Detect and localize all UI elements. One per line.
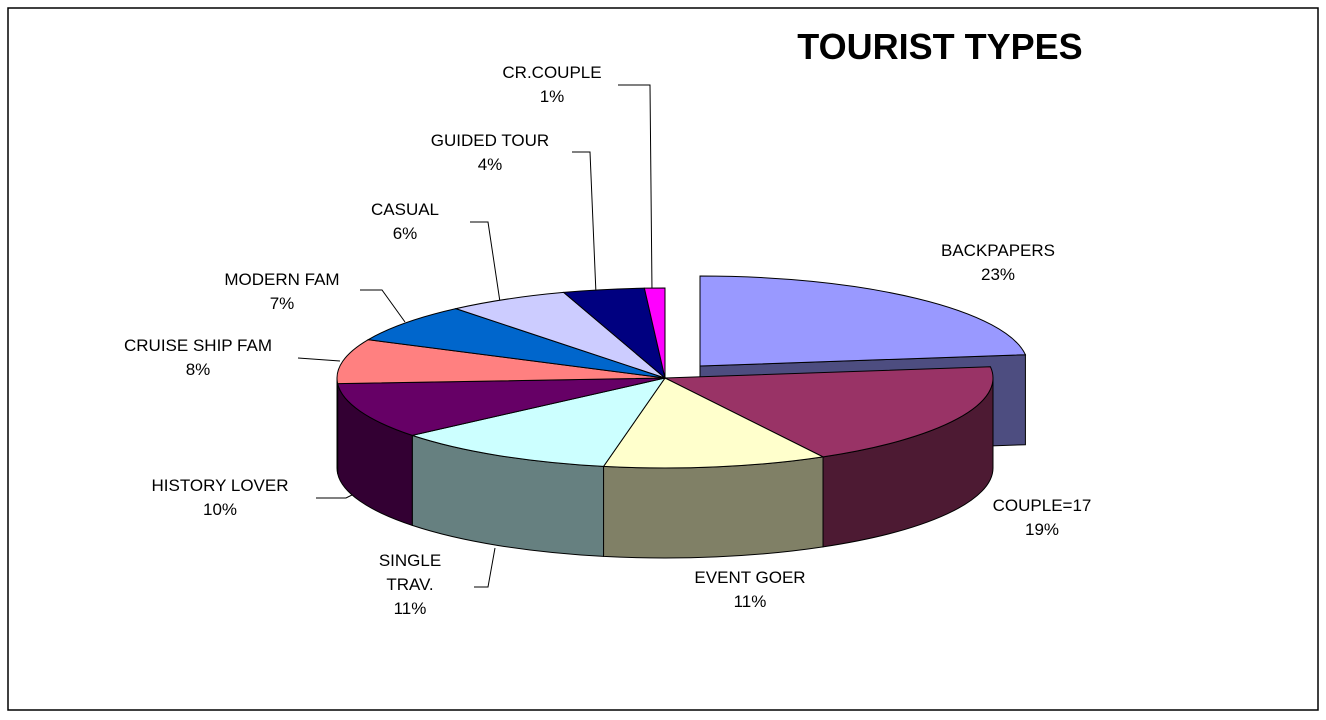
category-label: GUIDED TOUR	[430, 131, 550, 150]
value-label: 23%	[980, 265, 1016, 284]
slice	[337, 377, 666, 436]
slice	[664, 366, 994, 458]
value-label: 4%	[477, 155, 503, 174]
value-label: 10%	[202, 500, 238, 519]
leader-line	[470, 221, 501, 303]
value-label: 8%	[185, 360, 211, 379]
leader-line	[572, 151, 597, 295]
data-label: CRUISE SHIP FAM 8%	[88, 334, 308, 382]
value-label: 11%	[393, 599, 427, 618]
pie-tops	[336, 275, 1027, 469]
category-label: CASUAL	[370, 200, 440, 219]
leader-line	[297, 357, 341, 362]
slice	[410, 377, 667, 467]
value-label: 19%	[1024, 520, 1060, 539]
value-label: 11%	[733, 592, 767, 611]
slice	[454, 291, 666, 379]
data-label: HISTORY LOVER 10%	[120, 474, 320, 522]
data-label: CR.COUPLE 1%	[452, 61, 652, 109]
category-label: SINGLE TRAV.	[378, 551, 442, 594]
data-label: GUIDED TOUR 4%	[390, 129, 590, 177]
category-label: COUPLE=17	[992, 496, 1092, 515]
data-label: EVENT GOER 11%	[650, 566, 850, 614]
slice	[699, 275, 1027, 367]
value-label: 1%	[539, 87, 565, 106]
leader-line	[474, 547, 496, 588]
category-label: HISTORY LOVER	[151, 476, 289, 495]
category-label: CRUISE SHIP FAM	[124, 336, 272, 355]
leader-line	[360, 289, 406, 323]
data-label: BACKPAPERS 23%	[898, 239, 1098, 287]
data-label: MODERN FAM 7%	[182, 268, 382, 316]
data-label: COUPLE=17 19%	[942, 494, 1142, 542]
category-label: BACKPAPERS	[940, 241, 1055, 260]
chart-title: TOURIST TYPES	[797, 26, 1083, 67]
value-label: 6%	[392, 224, 418, 243]
category-label: EVENT GOER	[694, 568, 806, 587]
data-label: CASUAL 6%	[305, 198, 505, 246]
slice	[366, 308, 666, 379]
data-label: SINGLE TRAV. 11%	[370, 549, 450, 621]
category-label: CR.COUPLE	[502, 63, 602, 82]
slice-wall	[336, 377, 339, 474]
value-label: 7%	[269, 294, 295, 313]
leader-line	[618, 84, 653, 293]
slice	[643, 287, 666, 379]
slice	[602, 377, 825, 469]
slice-wall	[603, 456, 824, 559]
slice	[336, 339, 666, 385]
category-label: MODERN FAM	[224, 270, 340, 289]
